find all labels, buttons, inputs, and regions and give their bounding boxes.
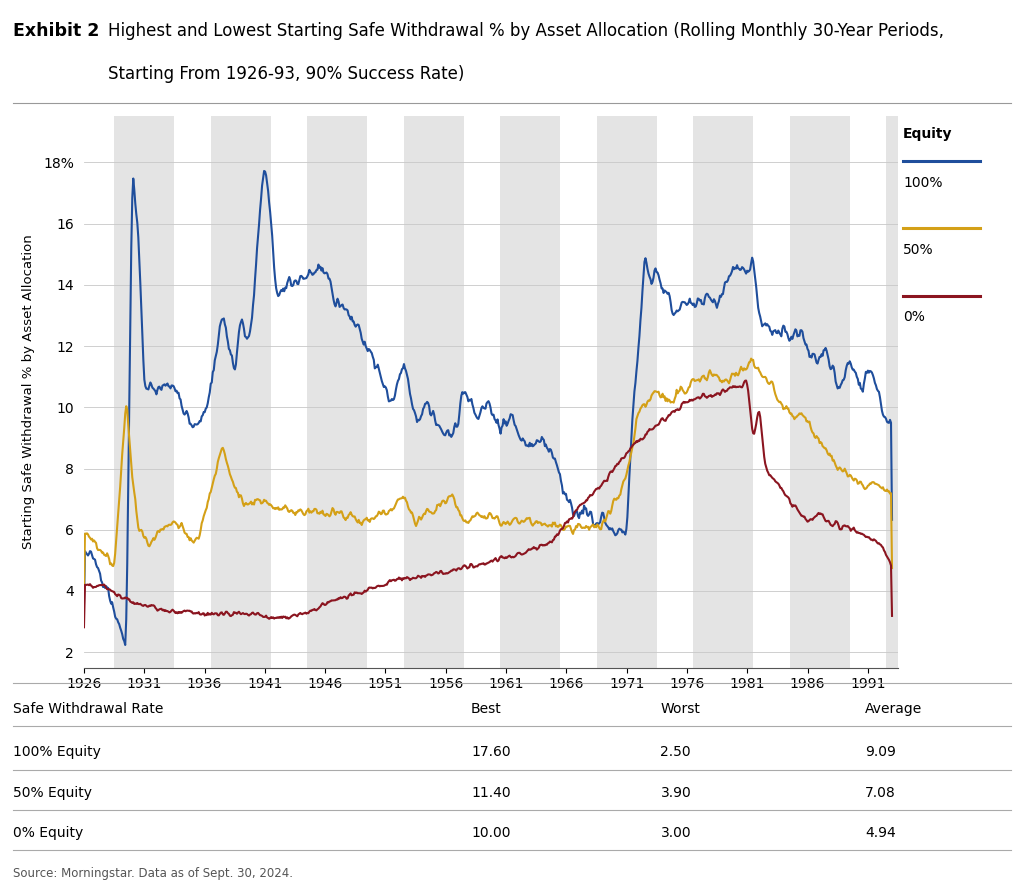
Text: 100%: 100% xyxy=(903,176,943,190)
Bar xyxy=(211,116,271,668)
Text: Highest and Lowest Starting Safe Withdrawal % by Asset Allocation (Rolling Month: Highest and Lowest Starting Safe Withdra… xyxy=(108,22,943,40)
Text: 4.94: 4.94 xyxy=(865,826,896,840)
Text: 10.00: 10.00 xyxy=(471,826,511,840)
Text: 7.08: 7.08 xyxy=(865,786,896,800)
Text: Average: Average xyxy=(865,702,923,717)
Text: 9.09: 9.09 xyxy=(865,745,896,760)
Bar xyxy=(886,116,910,668)
Bar xyxy=(500,116,560,668)
Bar xyxy=(307,116,368,668)
Text: Starting From 1926-93, 90% Success Rate): Starting From 1926-93, 90% Success Rate) xyxy=(108,65,464,83)
Text: 50% Equity: 50% Equity xyxy=(13,786,92,800)
Text: Best: Best xyxy=(471,702,502,717)
Text: 11.40: 11.40 xyxy=(471,786,511,800)
Bar xyxy=(597,116,656,668)
Text: Safe Withdrawal Rate: Safe Withdrawal Rate xyxy=(13,702,164,717)
Text: 50%: 50% xyxy=(903,243,934,257)
Y-axis label: Starting Safe Withdrawal % by Asset Allocation: Starting Safe Withdrawal % by Asset Allo… xyxy=(23,235,35,549)
Text: 2.50: 2.50 xyxy=(660,745,691,760)
Text: Exhibit 2: Exhibit 2 xyxy=(13,22,99,40)
Bar xyxy=(693,116,754,668)
Text: 0% Equity: 0% Equity xyxy=(13,826,84,840)
Text: 17.60: 17.60 xyxy=(471,745,511,760)
Text: Worst: Worst xyxy=(660,702,700,717)
Text: 100% Equity: 100% Equity xyxy=(13,745,101,760)
Bar xyxy=(114,116,174,668)
Text: Equity: Equity xyxy=(903,127,952,142)
Text: 0%: 0% xyxy=(903,310,925,324)
Text: 3.90: 3.90 xyxy=(660,786,691,800)
Text: 3.00: 3.00 xyxy=(660,826,691,840)
Bar xyxy=(403,116,464,668)
Bar xyxy=(790,116,850,668)
Text: Source: Morningstar. Data as of Sept. 30, 2024.: Source: Morningstar. Data as of Sept. 30… xyxy=(13,866,293,880)
